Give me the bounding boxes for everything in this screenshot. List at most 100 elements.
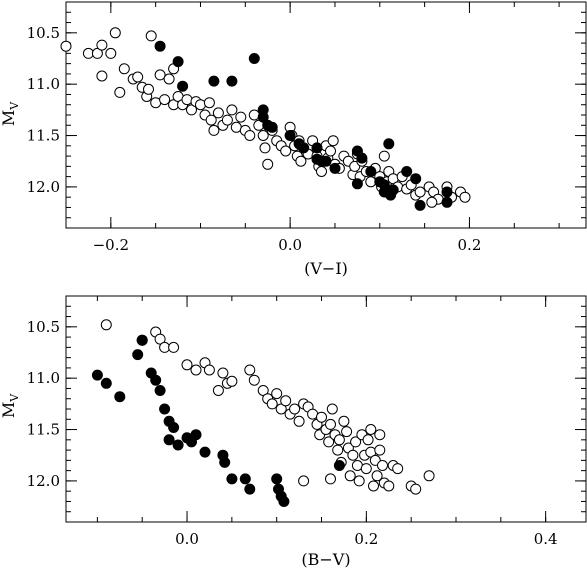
- data-point-filled: [410, 173, 422, 185]
- y-tick-label: 12.0: [27, 178, 60, 196]
- data-point-open: [217, 367, 229, 379]
- panel-bv: 0.0 0.2 0.4 10.5 11.0 11.5 12.0 (B−V) MV: [0, 295, 587, 569]
- data-point-filled: [190, 429, 202, 441]
- data-point-filled: [168, 422, 180, 433]
- data-point-filled: [159, 403, 171, 415]
- data-point-open: [248, 109, 260, 121]
- data-point-open: [266, 398, 278, 410]
- data-point-open: [208, 124, 220, 136]
- y-tick-label: 11.0: [27, 369, 60, 387]
- data-point-open: [338, 415, 350, 427]
- data-point-open: [96, 70, 108, 82]
- x-tick-label: 0.0: [175, 530, 199, 548]
- data-point-open: [423, 470, 435, 482]
- data-point-filled: [383, 138, 395, 150]
- data-point-open: [295, 155, 307, 167]
- data-point-open: [271, 388, 283, 400]
- data-point-open: [244, 130, 256, 141]
- data-point-open: [226, 375, 238, 387]
- data-point-open: [353, 475, 365, 487]
- data-point-filled: [351, 178, 363, 190]
- data-point-filled: [329, 162, 341, 174]
- data-point-open: [190, 364, 202, 376]
- data-point-open: [181, 359, 193, 371]
- data-point-open: [109, 27, 121, 39]
- data-point-open: [257, 385, 269, 396]
- data-point-open: [347, 449, 359, 461]
- data-point-open: [374, 444, 386, 456]
- data-point-open: [332, 444, 344, 456]
- data-point-filled: [219, 456, 231, 468]
- y-axis-label: MV: [0, 101, 21, 126]
- data-point-open: [360, 463, 372, 475]
- data-point-filled: [150, 374, 162, 386]
- x-tick-label: 0.4: [534, 530, 558, 548]
- data-point-filled: [132, 349, 144, 361]
- data-point-filled: [378, 186, 390, 198]
- data-point-open: [145, 30, 157, 42]
- x-axis-label: (V−I): [304, 259, 348, 278]
- data-point-open: [350, 436, 362, 448]
- data-point-open: [275, 403, 287, 415]
- data-point-filled: [239, 473, 251, 485]
- data-point-filled: [387, 184, 399, 196]
- data-point-filled: [298, 142, 310, 154]
- data-point-filled: [365, 166, 377, 177]
- data-point-open: [280, 145, 292, 157]
- y-tick-label: 11.0: [27, 75, 60, 93]
- data-point-filled: [172, 439, 184, 451]
- data-point-open: [143, 83, 154, 95]
- data-point-open: [293, 415, 305, 427]
- data-point-open: [326, 403, 338, 415]
- data-point-filled: [100, 377, 112, 389]
- data-point-filled: [172, 56, 184, 68]
- y-axis-label: MV: [0, 393, 21, 418]
- data-point-filled: [226, 473, 238, 485]
- data-point-open: [325, 145, 336, 157]
- x-tick-label: −0.2: [93, 236, 129, 254]
- data-point-filled: [91, 369, 103, 381]
- data-point-filled: [278, 496, 290, 507]
- data-point-filled: [333, 460, 345, 471]
- data-point-open: [212, 107, 224, 119]
- y-tick-label: 11.5: [27, 421, 60, 439]
- data-point-open: [377, 460, 388, 471]
- data-point-open: [289, 403, 301, 415]
- data-point-filled: [401, 166, 413, 177]
- data-point-open: [154, 69, 166, 81]
- data-point-open: [365, 424, 377, 435]
- data-point-filled: [441, 196, 453, 208]
- data-point-filled: [177, 80, 189, 92]
- data-point-filled: [257, 111, 269, 123]
- data-point-open: [114, 86, 126, 98]
- x-tick-label: 0.2: [354, 530, 378, 548]
- data-point-open: [325, 418, 336, 430]
- data-point-open: [459, 191, 471, 203]
- data-point-filled: [208, 75, 220, 87]
- data-point-open: [60, 40, 72, 52]
- data-point-open: [105, 47, 117, 59]
- data-point-open: [186, 104, 197, 116]
- data-point-filled: [163, 434, 175, 446]
- data-point-filled: [266, 121, 278, 133]
- data-point-filled: [320, 155, 332, 167]
- data-point-open: [316, 411, 327, 423]
- data-point-open: [205, 114, 217, 126]
- data-point-open: [154, 333, 166, 345]
- data-point-open: [410, 483, 422, 495]
- data-point-open: [341, 426, 353, 438]
- y-tick-label: 10.5: [27, 318, 60, 336]
- data-point-open: [368, 480, 379, 492]
- data-point-open: [383, 480, 395, 492]
- data-point-open: [280, 395, 292, 407]
- data-point-open: [132, 71, 144, 83]
- plot-frame-bv: [65, 295, 587, 523]
- data-point-open: [221, 114, 233, 126]
- data-point-open: [159, 94, 171, 106]
- data-point-open: [203, 364, 215, 376]
- data-point-open: [257, 130, 269, 141]
- data-point-filled: [199, 446, 211, 458]
- data-point-open: [244, 364, 256, 376]
- data-point-open: [378, 150, 390, 162]
- data-point-filled: [226, 75, 238, 87]
